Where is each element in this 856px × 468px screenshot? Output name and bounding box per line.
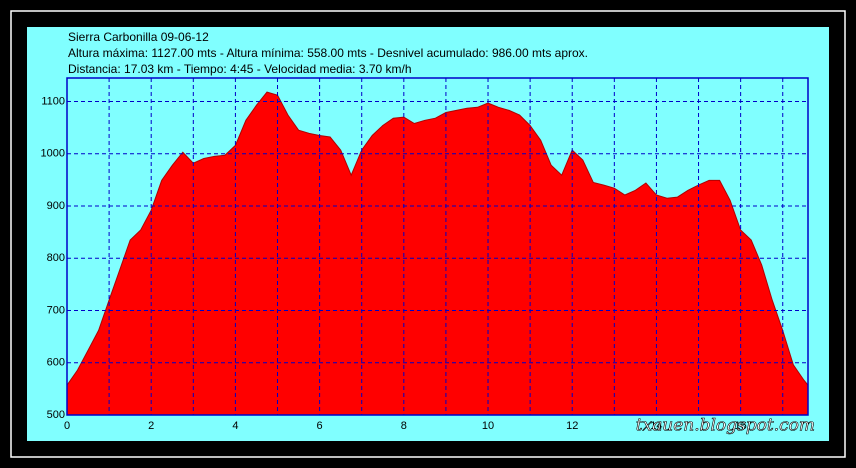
frame-border [10,10,846,458]
y-tick-label: 500 [47,409,65,421]
x-tick-label: 0 [64,420,70,432]
x-tick-label: 16 [735,420,747,432]
x-tick-label: 8 [401,420,407,432]
watermark: txauen.blogspot.com [636,416,815,436]
x-tick-label: 14 [650,420,662,432]
y-tick-label: 1100 [41,95,65,107]
plot-border [66,77,809,416]
info-line: Distancia: 17.03 km - Tiempo: 4:45 - Vel… [68,62,412,76]
y-tick-label: 600 [47,357,65,369]
x-tick-label: 6 [317,420,323,432]
x-tick-label: 10 [482,420,494,432]
y-tick-label: 900 [47,200,65,212]
x-tick-label: 12 [566,420,578,432]
info-line: Altura máxima: 1127.00 mts - Altura míni… [68,46,588,60]
x-tick-label: 2 [148,420,154,432]
y-tick-label: 800 [47,252,65,264]
x-tick-label: 4 [232,420,238,432]
y-tick-label: 700 [47,304,65,316]
y-tick-label: 1000 [41,148,65,160]
elevation-area [66,91,809,416]
chart-title: Sierra Carbonilla 09-06-12 [68,30,209,44]
